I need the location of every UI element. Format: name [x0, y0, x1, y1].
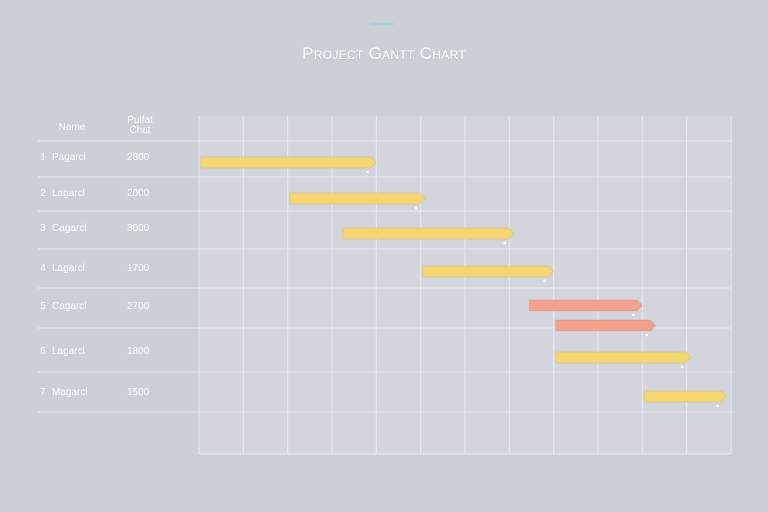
header-start-line-1: Pulfat: [127, 115, 153, 126]
row-start: 2800: [127, 152, 150, 163]
row-start: 1800: [127, 346, 150, 357]
dependency-dot: [365, 170, 369, 174]
row-index: 2: [40, 188, 46, 199]
row-name: Lagarcl: [52, 263, 85, 274]
chart-title: Project Gantt Chart: [302, 44, 466, 63]
row-index: 3: [40, 223, 46, 234]
header-start: Pulfat Chat: [120, 116, 160, 136]
row-name: Magarcl: [52, 387, 88, 398]
task-bar: [342, 227, 515, 240]
task-bar: [528, 299, 644, 312]
row-start: 1500: [127, 387, 150, 398]
dependency-dot: [716, 404, 719, 408]
header-name: Name: [58, 122, 86, 133]
row-name: Cagarcl: [52, 301, 87, 312]
task-bar: [200, 156, 378, 169]
row-index: 7: [40, 387, 46, 398]
row-index: 6: [40, 346, 46, 357]
row-start: 2000: [127, 188, 150, 199]
task-bar: [422, 265, 555, 278]
dependency-dot: [503, 241, 507, 245]
row-start: 3000: [127, 223, 150, 234]
task-bar: [555, 319, 657, 332]
row-index: 5: [40, 301, 46, 312]
top-accent-line: [371, 23, 395, 25]
dependency-dot: [414, 206, 418, 210]
dependency-dot: [645, 333, 649, 337]
task-bar: [643, 390, 728, 403]
task-bar: [555, 351, 692, 364]
dependency-dot: [543, 279, 547, 283]
row-name: Cagarcl: [52, 223, 87, 234]
dependency-dot: [631, 313, 635, 317]
row-name: Pagarcl: [52, 152, 86, 163]
row-start: 2700: [127, 301, 150, 312]
row-index: 1: [40, 152, 46, 163]
task-bar: [289, 192, 426, 205]
header-start-line-2: Chat: [129, 125, 151, 136]
row-start: 1700: [127, 263, 150, 274]
row-index: 4: [40, 263, 46, 274]
dependency-dot: [680, 365, 684, 369]
row-name: Lagarcl: [52, 346, 85, 357]
row-name: Lagarcl: [52, 188, 85, 199]
